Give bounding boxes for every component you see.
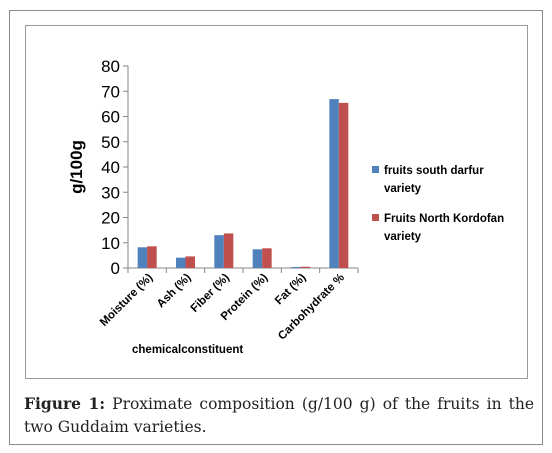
y-tick-label: 70	[101, 82, 120, 101]
bar-south-darfur	[329, 99, 339, 268]
x-category-label: Ash (%)	[155, 272, 194, 311]
legend-swatch	[372, 166, 379, 173]
x-category-label: Fat (%)	[273, 272, 309, 308]
bar-south-darfur	[252, 249, 263, 268]
bar-north-kordofan	[147, 246, 157, 268]
bar-north-kordofan	[262, 248, 272, 268]
y-tick-label: 60	[101, 108, 120, 127]
bar-south-darfur	[214, 235, 224, 268]
bar-south-darfur	[291, 266, 301, 268]
bar-north-kordofan	[223, 233, 234, 268]
y-tick-label: 80	[101, 57, 120, 76]
bar-north-kordofan	[185, 256, 195, 268]
legend-swatch	[372, 214, 379, 221]
y-tick-label: 40	[101, 158, 120, 177]
bar-south-darfur	[176, 257, 186, 268]
bar-south-darfur	[137, 247, 148, 268]
figure-caption: Figure 1: Proximate composition (g/100 g…	[24, 392, 534, 439]
figure-frame: 0 10 20 30 40 50 60 70 80 Moisture (%) Ash (%) Fibe…	[9, 10, 543, 445]
y-tick-label: 30	[101, 183, 120, 202]
bar-north-kordofan	[300, 266, 310, 268]
legend-label: variety	[384, 231, 422, 243]
bar-north-kordofan	[338, 102, 349, 269]
y-axis-title: g/100g	[67, 140, 86, 194]
legend-label: variety	[384, 183, 422, 195]
y-tick-label: 20	[101, 209, 120, 228]
x-axis-title: chemicalconstituent	[132, 344, 243, 356]
legend-label: fruits south darfur	[384, 165, 484, 177]
x-category-label: Moisture (%)	[98, 272, 155, 329]
x-category-label: Carbohydrate %	[276, 272, 347, 343]
caption-text: Proximate composition (g/100 g) of the f…	[24, 395, 534, 436]
caption-label: Figure 1:	[24, 394, 106, 413]
chart-frame: 0 10 20 30 40 50 60 70 80 Moisture (%) Ash (%) Fibe…	[25, 25, 528, 379]
y-tick-label: 10	[101, 234, 120, 253]
y-tick-label: 0	[111, 259, 120, 278]
y-tick-label: 50	[101, 133, 120, 152]
legend-label: Fruits North Kordofan	[384, 213, 504, 225]
